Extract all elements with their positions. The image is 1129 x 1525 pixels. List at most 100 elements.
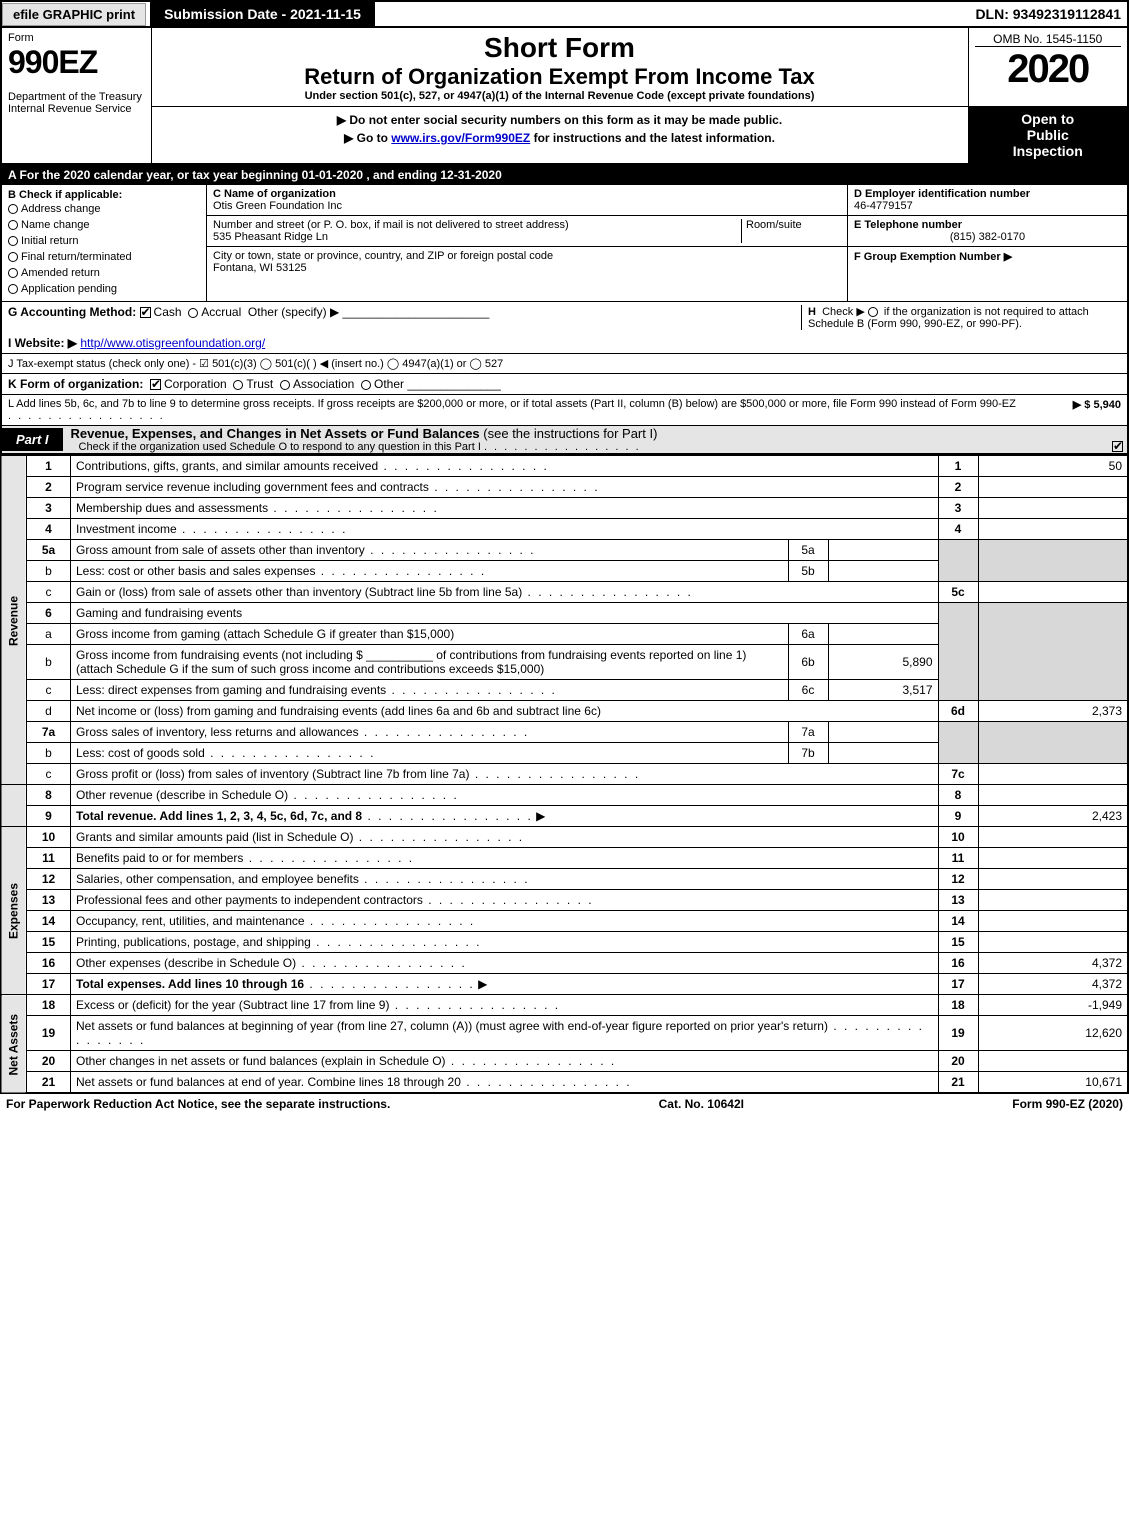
row-6b-mini-val: 5,890 [828, 645, 938, 680]
row-3-value [978, 498, 1128, 519]
row-7ab-shade-lab [938, 722, 978, 764]
row-6b-mini-label: 6b [788, 645, 828, 680]
row-6-shade-lab [938, 603, 978, 701]
top-bar: efile GRAPHIC print Submission Date - 20… [0, 0, 1129, 26]
part-1-schedule-o-check[interactable] [1112, 441, 1123, 452]
row-9-label: 9 [938, 806, 978, 827]
row-5a-num: 5a [27, 540, 71, 561]
row-7c-label: 7c [938, 764, 978, 785]
row-20-value [978, 1051, 1128, 1072]
irs-link[interactable]: www.irs.gov/Form990EZ [391, 131, 530, 145]
row-11-num: 11 [27, 848, 71, 869]
row-6a-mini-label: 6a [788, 624, 828, 645]
org-name-value: Otis Green Foundation Inc [213, 200, 342, 212]
row-6a-text: Gross income from gaming (attach Schedul… [71, 624, 789, 645]
row-6-shade-val [978, 603, 1128, 701]
row-10-num: 10 [27, 827, 71, 848]
tax-year: 2020 [975, 47, 1122, 92]
check-amended-return[interactable]: Amended return [8, 265, 200, 281]
form-word: Form [8, 32, 145, 44]
row-8-text: Other revenue (describe in Schedule O) [71, 785, 939, 806]
row-9-value: 2,423 [978, 806, 1128, 827]
section-c-block: C Name of organization Otis Green Founda… [207, 185, 847, 301]
row-1-value: 50 [978, 456, 1128, 477]
row-16-text: Other expenses (describe in Schedule O) [71, 953, 939, 974]
row-17-text: Total expenses. Add lines 10 through 16 … [71, 974, 939, 995]
row-12-value [978, 869, 1128, 890]
street-label: Number and street (or P. O. box, if mail… [213, 219, 569, 231]
check-initial-return[interactable]: Initial return [8, 233, 200, 249]
row-20-num: 20 [27, 1051, 71, 1072]
k-corp-check[interactable] [150, 379, 161, 390]
row-5b-mini-label: 5b [788, 561, 828, 582]
open-line-1: Open to [975, 111, 1122, 127]
row-3-text: Membership dues and assessments [71, 498, 939, 519]
row-2-text: Program service revenue including govern… [71, 477, 939, 498]
row-7b-text: Less: cost of goods sold [71, 743, 789, 764]
row-5a-text: Gross amount from sale of assets other t… [71, 540, 789, 561]
h-checkbox[interactable] [868, 307, 878, 317]
expenses-side-label: Expenses [1, 827, 27, 995]
top-bar-left: efile GRAPHIC print Submission Date - 20… [2, 2, 375, 26]
row-21-value: 10,671 [978, 1072, 1128, 1094]
check-final-return[interactable]: Final return/terminated [8, 249, 200, 265]
row-5c-label: 5c [938, 582, 978, 603]
k-assoc-radio[interactable] [280, 380, 290, 390]
row-14-num: 14 [27, 911, 71, 932]
row-13-label: 13 [938, 890, 978, 911]
check-name-change[interactable]: Name change [8, 217, 200, 233]
row-11-label: 11 [938, 848, 978, 869]
row-5a-mini-val [828, 540, 938, 561]
k-trust-text: Trust [246, 377, 273, 391]
k-assoc-text: Association [293, 377, 354, 391]
part-1-check-note-row: Check if the organization used Schedule … [71, 441, 1127, 453]
g-label: G Accounting Method: [8, 305, 136, 319]
part-1-tag: Part I [2, 428, 63, 451]
row-5c-num: c [27, 582, 71, 603]
row-6a-num: a [27, 624, 71, 645]
row-18-text: Excess or (deficit) for the year (Subtra… [71, 995, 939, 1016]
opt-amended-return: Amended return [21, 267, 100, 279]
phone-value: (815) 382-0170 [854, 231, 1121, 243]
website-link[interactable]: http//www.otisgreenfoundation.org/ [80, 336, 265, 350]
efile-print-button[interactable]: efile GRAPHIC print [2, 3, 146, 26]
group-exemption-cell: F Group Exemption Number ▶ [848, 247, 1127, 266]
under-section-text: Under section 501(c), 527, or 4947(a)(1)… [158, 90, 962, 102]
goto-line: ▶ Go to www.irs.gov/Form990EZ for instru… [158, 129, 962, 147]
omb-year-cell: OMB No. 1545-1150 2020 [968, 27, 1128, 107]
goto-prefix: ▶ Go to [344, 131, 391, 145]
department-label: Department of the Treasury Internal Reve… [8, 81, 142, 115]
row-10-value [978, 827, 1128, 848]
row-17-num: 17 [27, 974, 71, 995]
row-6a-mini-val [828, 624, 938, 645]
row-6c-text: Less: direct expenses from gaming and fu… [71, 680, 789, 701]
check-application-pending[interactable]: Application pending [8, 281, 200, 297]
row-6b-num: b [27, 645, 71, 680]
row-5c-value [978, 582, 1128, 603]
row-10-label: 10 [938, 827, 978, 848]
row-2-num: 2 [27, 477, 71, 498]
row-1-text: Contributions, gifts, grants, and simila… [71, 456, 939, 477]
notice-cell: ▶ Do not enter social security numbers o… [151, 107, 968, 165]
row-19-value: 12,620 [978, 1016, 1128, 1051]
row-6d-num: d [27, 701, 71, 722]
row-17-label: 17 [938, 974, 978, 995]
row-16-num: 16 [27, 953, 71, 974]
line-j-tax-exempt: J Tax-exempt status (check only one) - ☑… [0, 354, 1129, 374]
row-5a-mini-label: 5a [788, 540, 828, 561]
row-18-num: 18 [27, 995, 71, 1016]
short-form-title: Short Form [158, 32, 962, 64]
row-1-label: 1 [938, 456, 978, 477]
form-id-cell: Form 990EZ Department of the Treasury In… [1, 27, 151, 164]
g-accrual-radio[interactable] [188, 308, 198, 318]
open-line-3: Inspection [975, 143, 1122, 159]
l-value: ▶ $ 5,940 [1021, 398, 1121, 422]
street-row: Number and street (or P. O. box, if mail… [207, 216, 847, 247]
row-6-text: Gaming and fundraising events [71, 603, 939, 624]
k-other-radio[interactable] [361, 380, 371, 390]
k-trust-radio[interactable] [233, 380, 243, 390]
g-cash-checkbox[interactable] [140, 307, 151, 318]
check-address-change[interactable]: Address change [8, 201, 200, 217]
row-7a-mini-val [828, 722, 938, 743]
row-12-label: 12 [938, 869, 978, 890]
